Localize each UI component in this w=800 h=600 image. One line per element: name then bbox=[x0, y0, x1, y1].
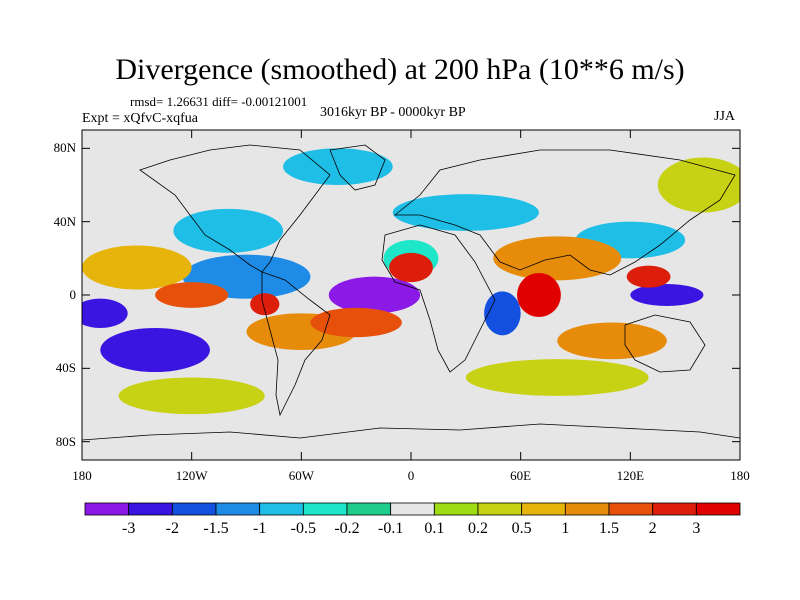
field-blob bbox=[484, 291, 521, 336]
lat-tick-label: 40N bbox=[53, 213, 76, 229]
lat-tick-label: 0 bbox=[69, 287, 77, 302]
lon-tick-label: 180 bbox=[72, 468, 92, 483]
field-blob bbox=[82, 298, 128, 328]
lat-tick-label: 80N bbox=[53, 140, 76, 156]
field-blob bbox=[100, 328, 210, 372]
lon-tick-label: 60W bbox=[288, 468, 314, 483]
field-blob bbox=[328, 276, 421, 314]
field-blob bbox=[517, 273, 561, 317]
period-label: 3016kyr BP - 0000kyr BP bbox=[320, 105, 466, 120]
field-blob bbox=[250, 293, 280, 316]
colorbar-swatch bbox=[84, 502, 130, 516]
field-blob bbox=[118, 377, 265, 415]
field-blob bbox=[465, 359, 649, 396]
field-blob bbox=[626, 265, 671, 288]
australia-coast bbox=[624, 314, 706, 373]
colorbar-swatch bbox=[128, 502, 173, 516]
colorbar-label: 3 bbox=[692, 520, 701, 537]
season-label: JJA bbox=[714, 109, 736, 124]
field-blob bbox=[283, 148, 393, 186]
colorbar-label: 2 bbox=[648, 520, 657, 537]
field-blob bbox=[557, 322, 667, 360]
lat-tick-label: 40S bbox=[55, 360, 76, 376]
field-blob bbox=[82, 245, 192, 290]
field-blob bbox=[392, 194, 539, 231]
lon-tick-label: 60E bbox=[510, 468, 532, 483]
colorbar-label: -3 bbox=[121, 520, 136, 537]
colorbar-label: 0.2 bbox=[468, 520, 488, 537]
field-blob bbox=[630, 284, 704, 306]
field-blob bbox=[310, 307, 402, 338]
plot-title: Divergence (smoothed) at 200 hPa (10**6 … bbox=[115, 53, 685, 86]
divergence-field bbox=[82, 130, 740, 460]
antarctica-coast bbox=[82, 423, 740, 441]
south-america-coast bbox=[261, 271, 331, 417]
africa-coast bbox=[381, 224, 496, 373]
colorbar-label: -0.2 bbox=[334, 520, 360, 537]
field-blob bbox=[657, 157, 740, 213]
colorbar-swatch bbox=[521, 502, 566, 516]
field-blob bbox=[155, 282, 229, 308]
colorbar-swatch bbox=[259, 502, 304, 516]
colorbar-swatch bbox=[346, 502, 392, 516]
field-blob bbox=[493, 236, 622, 281]
eurasia-coast bbox=[393, 149, 736, 276]
colorbar-swatch bbox=[564, 502, 610, 516]
field-blob bbox=[173, 208, 284, 253]
lon-tick-label: 0 bbox=[407, 468, 415, 483]
colorbar-label: 0.5 bbox=[511, 520, 532, 537]
colorbar-label: 0.1 bbox=[424, 520, 445, 537]
lon-tick-label: 180 bbox=[730, 468, 750, 483]
colorbar-label: -2 bbox=[165, 520, 179, 537]
stats-label: rmsd= 1.26631 diff= -0.00121001 bbox=[130, 94, 308, 109]
lon-tick-label: 120W bbox=[175, 468, 208, 483]
colorbar-swatch bbox=[695, 502, 741, 516]
colorbar-label: -0.1 bbox=[377, 520, 404, 537]
colorbar-swatch bbox=[215, 502, 261, 516]
colorbar bbox=[84, 502, 741, 516]
axis-ticks bbox=[81, 130, 741, 460]
field-blob bbox=[389, 252, 433, 283]
colorbar-label: -1.5 bbox=[203, 520, 229, 537]
colorbar-swatch bbox=[477, 502, 523, 516]
lat-tick-label: 80S bbox=[55, 433, 76, 449]
colorbar-swatch bbox=[302, 502, 348, 516]
greenland-coast bbox=[329, 144, 386, 191]
colorbar-label: -1 bbox=[252, 520, 267, 537]
north-america-coast bbox=[139, 144, 331, 273]
colorbar-label: -0.5 bbox=[290, 520, 316, 537]
experiment-label: Expt = xQfvC-xqfua bbox=[82, 111, 198, 126]
colorbar-swatch bbox=[652, 502, 697, 516]
colorbar-swatch bbox=[608, 502, 654, 516]
colorbar-swatch bbox=[433, 502, 479, 516]
colorbar-label: 1.5 bbox=[599, 520, 619, 537]
lon-tick-label: 120E bbox=[616, 468, 645, 483]
colorbar-swatch bbox=[171, 502, 217, 516]
colorbar-swatch bbox=[390, 502, 435, 516]
colorbar-label: 1 bbox=[561, 520, 570, 537]
coastlines bbox=[82, 144, 740, 441]
